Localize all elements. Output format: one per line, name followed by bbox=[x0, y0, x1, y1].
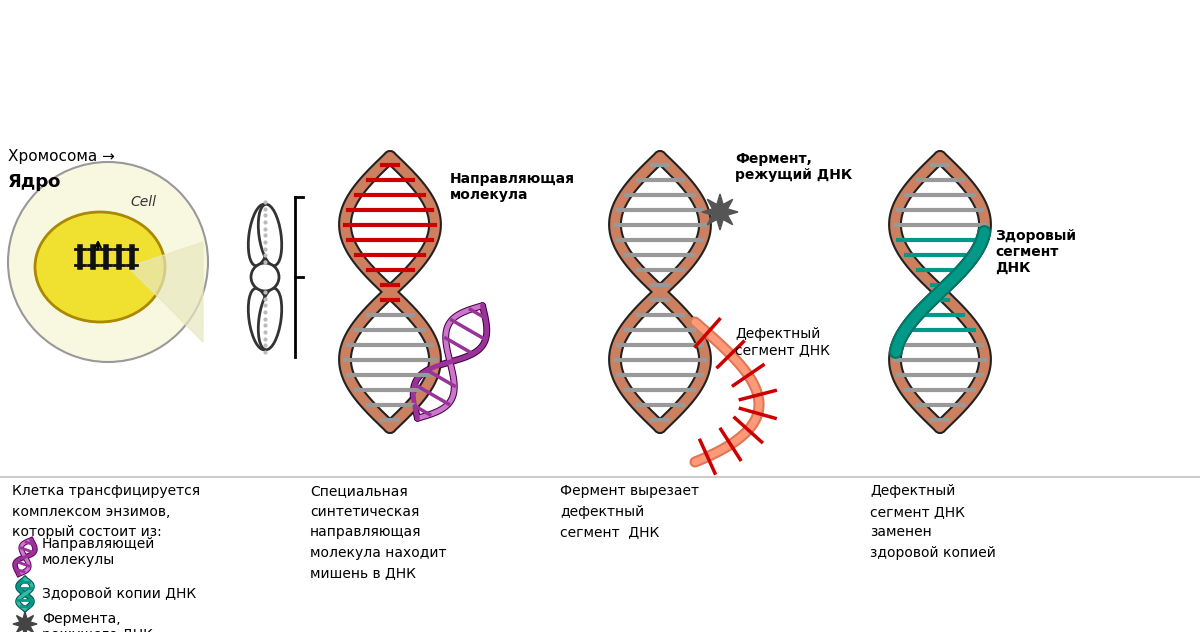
Ellipse shape bbox=[248, 288, 271, 349]
Text: Клетка трансфицируется
комплексом энзимов,
который состоит из:: Клетка трансфицируется комплексом энзимо… bbox=[12, 484, 200, 539]
Polygon shape bbox=[13, 612, 37, 632]
Text: Специальная
синтетическая
направляющая
молекула находит
мишень в ДНК: Специальная синтетическая направляющая м… bbox=[310, 484, 446, 580]
Polygon shape bbox=[702, 194, 738, 230]
Ellipse shape bbox=[35, 212, 166, 322]
Text: Направляющая
молекула: Направляющая молекула bbox=[450, 172, 575, 202]
Text: Хромосома →: Хромосома → bbox=[8, 150, 115, 164]
Polygon shape bbox=[128, 242, 203, 342]
Ellipse shape bbox=[248, 204, 271, 265]
Text: Дефектный
сегмент ДНК: Дефектный сегмент ДНК bbox=[734, 327, 830, 357]
Text: Дефектный
сегмент ДНК
заменен
здоровой копией: Дефектный сегмент ДНК заменен здоровой к… bbox=[870, 484, 996, 560]
Ellipse shape bbox=[258, 204, 282, 265]
Text: Ядро: Ядро bbox=[8, 173, 61, 191]
Text: Фермент вырезает
дефектный
сегмент  ДНК: Фермент вырезает дефектный сегмент ДНК bbox=[560, 484, 698, 539]
Circle shape bbox=[251, 263, 278, 291]
Text: Фермент,
режущий ДНК: Фермент, режущий ДНК bbox=[734, 152, 852, 182]
Text: Cell: Cell bbox=[130, 195, 156, 209]
Text: Здоровой копии ДНК: Здоровой копии ДНК bbox=[42, 587, 196, 601]
Circle shape bbox=[8, 162, 208, 362]
Text: Фермента,
режущего ДНК: Фермента, режущего ДНК bbox=[42, 612, 152, 632]
Text: Направляющей
молекулы: Направляющей молекулы bbox=[42, 537, 155, 567]
Ellipse shape bbox=[258, 288, 282, 349]
Text: Здоровый
сегмент
ДНК: Здоровый сегмент ДНК bbox=[995, 229, 1076, 275]
